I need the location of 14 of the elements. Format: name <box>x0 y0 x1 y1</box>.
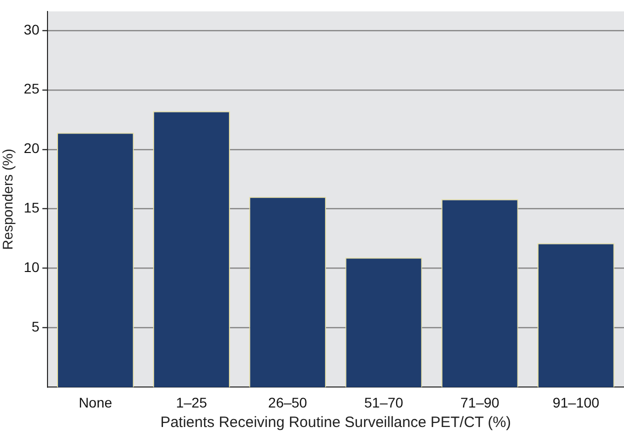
x-tick-label: 1–25 <box>176 394 208 410</box>
x-axis-title: Patients Receiving Routine Surveillance PET/CT (%) <box>160 414 512 432</box>
x-tick-label: 91–100 <box>552 394 600 410</box>
y-tick-label: 5 <box>32 318 40 335</box>
y-tick-label: 10 <box>24 259 40 276</box>
y-tick-label: 20 <box>24 140 40 156</box>
y-tick-label: 25 <box>24 80 40 97</box>
x-tick-label: 71–90 <box>460 394 500 410</box>
y-tick-label: 15 <box>24 200 40 216</box>
y-axis-title: Responders (%) <box>0 148 16 250</box>
x-tick-label: 26–50 <box>268 394 308 410</box>
x-tick-label: 51–70 <box>364 394 404 410</box>
x-tick-label: None <box>78 394 112 410</box>
y-tick-label: 30 <box>24 21 40 38</box>
